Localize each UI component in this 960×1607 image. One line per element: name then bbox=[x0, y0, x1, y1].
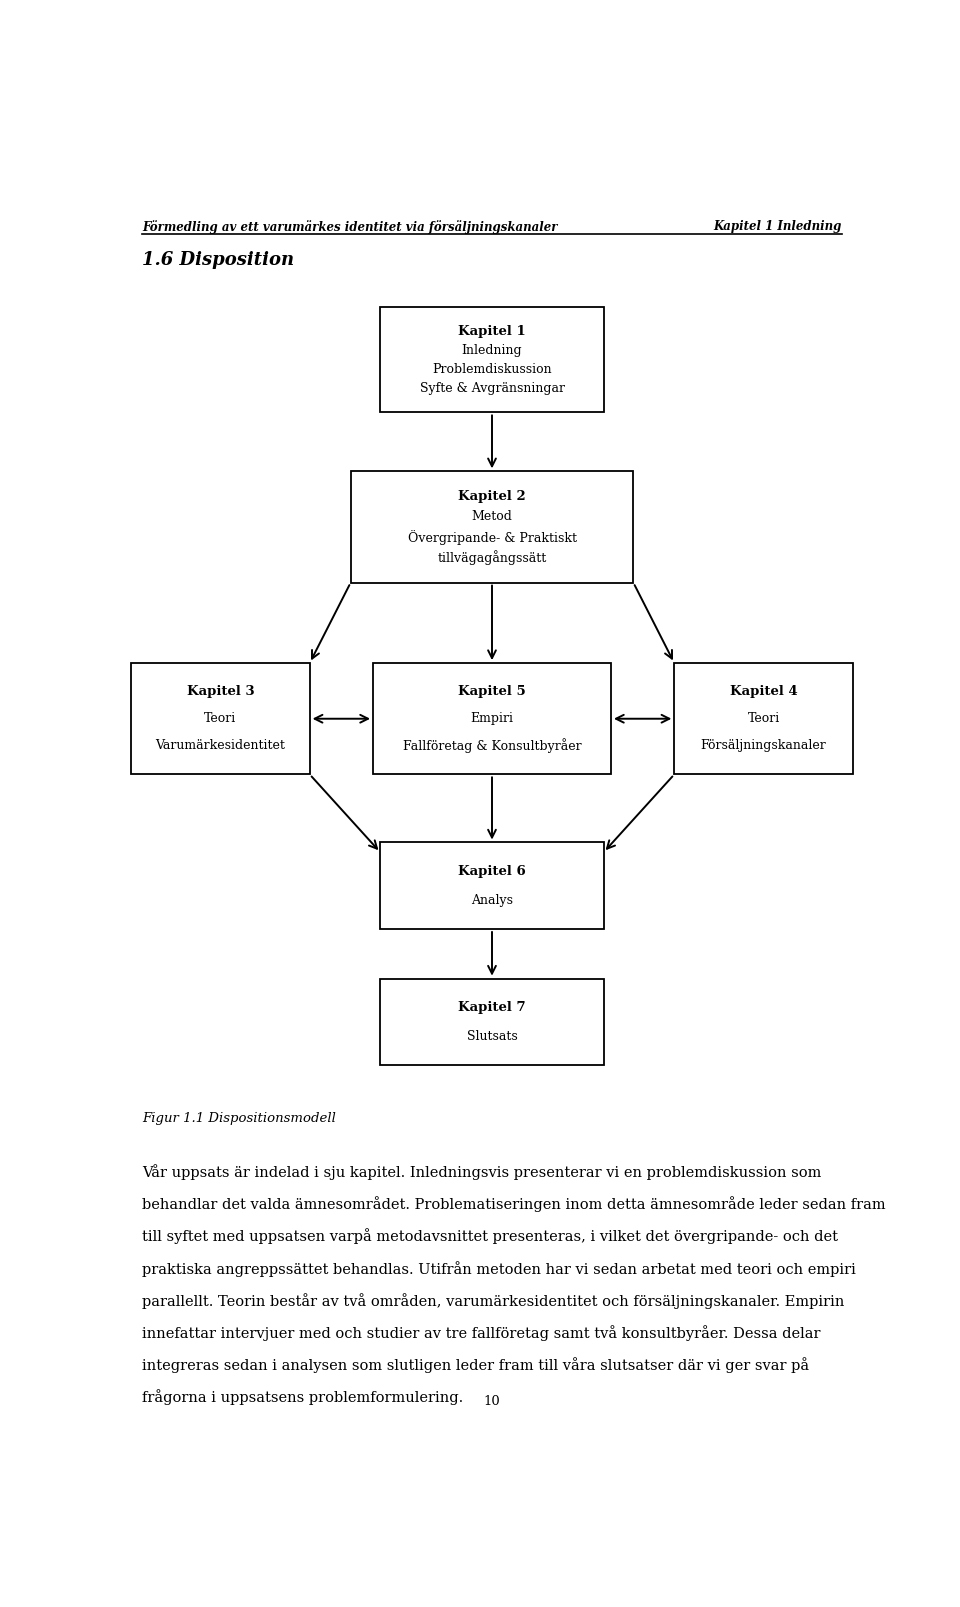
Text: Kapitel 1: Kapitel 1 bbox=[458, 325, 526, 337]
Text: integreras sedan i analysen som slutligen leder fram till våra slutsatser där vi: integreras sedan i analysen som slutlige… bbox=[142, 1358, 809, 1372]
Text: Metod: Metod bbox=[471, 511, 513, 524]
Text: parallellt. Teorin består av två områden, varumärkesidentitet och försäljningska: parallellt. Teorin består av två områden… bbox=[142, 1294, 845, 1308]
FancyBboxPatch shape bbox=[380, 979, 604, 1065]
Text: Vår uppsats är indelad i sju kapitel. Inledningsvis presenterar vi en problemdis: Vår uppsats är indelad i sju kapitel. In… bbox=[142, 1163, 822, 1180]
Text: Kapitel 6: Kapitel 6 bbox=[458, 865, 526, 877]
Text: till syftet med uppsatsen varpå metodavsnittet presenteras, i vilket det övergri: till syftet med uppsatsen varpå metodavs… bbox=[142, 1228, 838, 1244]
FancyBboxPatch shape bbox=[132, 664, 310, 775]
Text: Kapitel 5: Kapitel 5 bbox=[458, 685, 526, 697]
Text: Figur 1.1 Dispositionsmodell: Figur 1.1 Dispositionsmodell bbox=[142, 1112, 336, 1125]
Text: Varumärkesidentitet: Varumärkesidentitet bbox=[156, 739, 285, 752]
Text: 1.6 Disposition: 1.6 Disposition bbox=[142, 251, 295, 268]
Text: behandlar det valda ämnesområdet. Problematiseringen inom detta ämnesområde lede: behandlar det valda ämnesområdet. Proble… bbox=[142, 1196, 886, 1212]
Text: Analys: Analys bbox=[471, 893, 513, 906]
FancyBboxPatch shape bbox=[372, 664, 611, 775]
Text: praktiska angreppssättet behandlas. Utifrån metoden har vi sedan arbetat med teo: praktiska angreppssättet behandlas. Utif… bbox=[142, 1261, 856, 1276]
Text: Kapitel 3: Kapitel 3 bbox=[186, 685, 254, 697]
Text: Förmedling av ett varumärkes identitet via försäljningskanaler: Förmedling av ett varumärkes identitet v… bbox=[142, 220, 558, 235]
Text: Kapitel 2: Kapitel 2 bbox=[458, 490, 526, 503]
Text: Teori: Teori bbox=[748, 712, 780, 725]
FancyBboxPatch shape bbox=[350, 471, 634, 583]
Text: Försäljningskanaler: Försäljningskanaler bbox=[701, 739, 827, 752]
Text: Fallföretag & Konsultbyråer: Fallföretag & Konsultbyråer bbox=[402, 739, 582, 754]
Text: innefattar intervjuer med och studier av tre fallföretag samt två konsultbyråer.: innefattar intervjuer med och studier av… bbox=[142, 1326, 821, 1340]
Text: Problemdiskussion: Problemdiskussion bbox=[432, 363, 552, 376]
FancyBboxPatch shape bbox=[380, 842, 604, 929]
Text: Inledning: Inledning bbox=[462, 344, 522, 357]
Text: Övergripande- & Praktiskt: Övergripande- & Praktiskt bbox=[407, 530, 577, 545]
Text: Kapitel 7: Kapitel 7 bbox=[458, 1001, 526, 1014]
Text: Slutsats: Slutsats bbox=[467, 1030, 517, 1043]
Text: tillvägagångssätt: tillvägagångssätt bbox=[438, 550, 546, 566]
Text: Empiri: Empiri bbox=[470, 712, 514, 725]
FancyBboxPatch shape bbox=[674, 664, 852, 775]
Text: 10: 10 bbox=[484, 1395, 500, 1408]
FancyBboxPatch shape bbox=[380, 307, 604, 413]
Text: Kapitel 4: Kapitel 4 bbox=[730, 685, 798, 697]
Text: Teori: Teori bbox=[204, 712, 236, 725]
Text: Syfte & Avgränsningar: Syfte & Avgränsningar bbox=[420, 382, 564, 395]
Text: Kapitel 1 Inledning: Kapitel 1 Inledning bbox=[713, 220, 842, 233]
Text: frågorna i uppsatsens problemformulering.: frågorna i uppsatsens problemformulering… bbox=[142, 1390, 464, 1405]
